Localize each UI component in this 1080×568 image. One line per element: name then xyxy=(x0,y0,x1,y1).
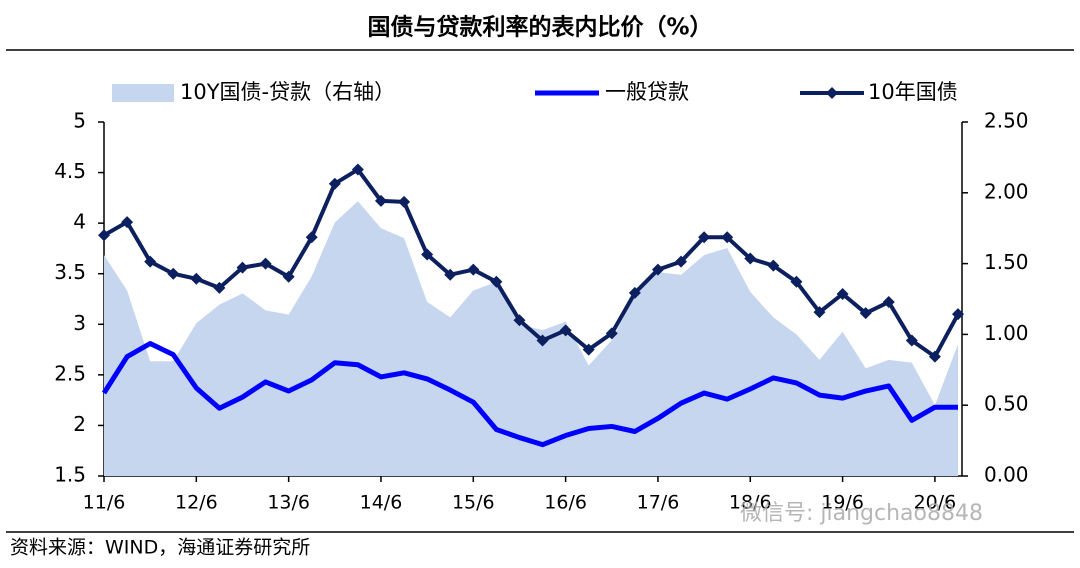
x-tick-label: 20/6 xyxy=(914,492,957,514)
legend-label: 10Y国债-贷款（右轴） xyxy=(180,80,395,104)
line-marker xyxy=(836,287,849,300)
y-tick-label: 5 xyxy=(73,109,86,133)
line-marker xyxy=(490,275,503,288)
legend-label: 一般贷款 xyxy=(605,80,689,104)
line-series xyxy=(101,341,958,448)
line-marker xyxy=(675,255,688,268)
line-marker xyxy=(744,252,757,265)
y2-tick-label: 0.50 xyxy=(984,392,1029,416)
line-marker xyxy=(467,263,480,276)
line-marker xyxy=(98,229,110,242)
source-note: 资料来源：WIND，海通证券研究所 xyxy=(10,537,310,559)
line-marker xyxy=(882,296,895,309)
line-marker xyxy=(398,195,411,208)
x-tick-label: 19/6 xyxy=(821,492,864,514)
x-tick-label: 15/6 xyxy=(452,492,495,514)
y-tick-label: 3.5 xyxy=(54,260,86,284)
legend-marker xyxy=(826,87,838,99)
line-marker xyxy=(721,231,734,244)
legend-label: 10年国债 xyxy=(868,80,958,104)
x-tick-label: 18/6 xyxy=(729,492,772,514)
watermark: 微信号: jiangchao8848 xyxy=(740,501,983,526)
y-tick-label: 2.5 xyxy=(54,361,86,385)
y-tick-label: 2 xyxy=(73,412,86,436)
line-marker xyxy=(536,334,549,347)
line-marker xyxy=(213,281,226,294)
line-marker xyxy=(813,306,826,319)
line-marker xyxy=(144,255,157,268)
y2-tick-label: 2.50 xyxy=(984,109,1029,133)
line-marker xyxy=(167,267,180,280)
y-tick-label: 3 xyxy=(73,311,86,335)
legend-swatch xyxy=(112,84,174,102)
line-marker xyxy=(421,248,434,261)
x-tick-label: 17/6 xyxy=(637,492,680,514)
y-tick-label: 4.5 xyxy=(54,159,86,183)
x-tick-label: 14/6 xyxy=(360,492,403,514)
line-marker xyxy=(952,308,964,321)
line-marker xyxy=(374,194,387,207)
line-marker xyxy=(605,327,618,340)
y-tick-label: 1.5 xyxy=(54,463,86,487)
plot-area: 1.5 2 2.5 3 3.5 4 4.5 5 0.00 0.50 1.00 1.50 2.00 2.50… xyxy=(54,80,1028,514)
line-marker xyxy=(190,272,203,285)
line-marker xyxy=(698,231,711,244)
y2-tick-label: 2.00 xyxy=(984,179,1029,203)
y2-tick-label: 0.00 xyxy=(984,463,1029,487)
line-marker xyxy=(328,177,341,190)
x-tick-label: 12/6 xyxy=(175,492,218,514)
y2-tick-label: 1.50 xyxy=(984,250,1029,274)
x-tick-label: 11/6 xyxy=(83,492,126,514)
line-marker xyxy=(444,268,457,281)
line-marker xyxy=(859,307,872,320)
x-tick-label: 13/6 xyxy=(267,492,310,514)
line-marker xyxy=(305,231,318,244)
line-marker xyxy=(582,343,595,356)
line-marker xyxy=(651,263,664,276)
chart-title: 国债与贷款利率的表内比价（%） xyxy=(367,14,712,41)
line-marker xyxy=(767,259,780,272)
line-marker xyxy=(282,270,295,283)
y2-tick-label: 1.00 xyxy=(984,321,1029,345)
line-marker xyxy=(905,334,918,347)
line-marker xyxy=(628,286,641,299)
line-marker xyxy=(559,324,572,337)
x-tick-label: 16/6 xyxy=(544,492,587,514)
line-marker xyxy=(121,216,134,229)
line-marker xyxy=(790,275,803,288)
line-marker xyxy=(351,163,364,176)
line-marker xyxy=(259,257,272,270)
y-tick-label: 4 xyxy=(73,210,86,234)
area-series xyxy=(104,201,958,476)
line-marker xyxy=(928,350,941,363)
line-marker xyxy=(513,314,526,327)
line-marker xyxy=(236,261,249,274)
